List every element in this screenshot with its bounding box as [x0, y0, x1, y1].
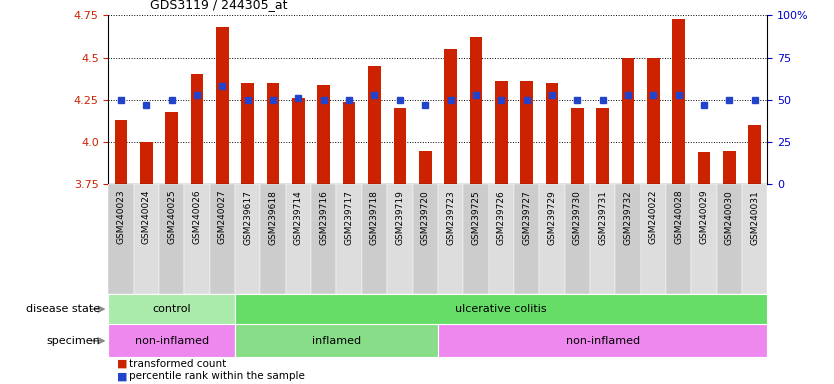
- Bar: [115, 120, 128, 184]
- Bar: [133, 184, 159, 294]
- Bar: [590, 184, 615, 294]
- Text: GSM239727: GSM239727: [522, 190, 531, 245]
- Text: GSM240023: GSM240023: [117, 190, 126, 245]
- Bar: [647, 58, 660, 184]
- Text: specimen: specimen: [47, 336, 100, 346]
- Bar: [387, 184, 413, 294]
- Bar: [545, 83, 558, 184]
- Bar: [438, 184, 463, 294]
- Text: disease state: disease state: [26, 304, 100, 314]
- Bar: [571, 108, 584, 184]
- Text: GSM239720: GSM239720: [420, 190, 430, 245]
- Text: GSM240025: GSM240025: [168, 190, 176, 245]
- Bar: [235, 294, 767, 324]
- Text: ■: ■: [117, 359, 128, 369]
- Bar: [691, 184, 716, 294]
- Bar: [368, 66, 381, 184]
- Text: GSM239726: GSM239726: [497, 190, 505, 245]
- Bar: [108, 184, 133, 294]
- Bar: [210, 184, 235, 294]
- Text: GSM239730: GSM239730: [573, 190, 582, 245]
- Text: GSM239729: GSM239729: [547, 190, 556, 245]
- Bar: [343, 101, 355, 184]
- Bar: [438, 324, 767, 357]
- Text: GSM239716: GSM239716: [319, 190, 329, 245]
- Bar: [540, 184, 565, 294]
- Text: transformed count: transformed count: [129, 359, 227, 369]
- Text: GSM239714: GSM239714: [294, 190, 303, 245]
- Bar: [394, 108, 406, 184]
- Bar: [413, 184, 438, 294]
- Text: GSM240028: GSM240028: [674, 190, 683, 245]
- Text: GSM239719: GSM239719: [395, 190, 404, 245]
- Text: GSM239731: GSM239731: [598, 190, 607, 245]
- Text: percentile rank within the sample: percentile rank within the sample: [129, 371, 305, 381]
- Bar: [489, 184, 514, 294]
- Text: GSM240022: GSM240022: [649, 190, 658, 244]
- Text: ulcerative colitis: ulcerative colitis: [455, 304, 547, 314]
- Bar: [191, 74, 203, 184]
- Bar: [672, 19, 685, 184]
- Text: inflamed: inflamed: [312, 336, 361, 346]
- Bar: [748, 125, 761, 184]
- Bar: [140, 142, 153, 184]
- Bar: [216, 27, 229, 184]
- Bar: [697, 152, 711, 184]
- Text: GSM240026: GSM240026: [193, 190, 202, 245]
- Bar: [514, 184, 540, 294]
- Bar: [235, 184, 260, 294]
- Bar: [184, 184, 210, 294]
- Text: GSM239718: GSM239718: [370, 190, 379, 245]
- Bar: [311, 184, 336, 294]
- Bar: [615, 184, 641, 294]
- Bar: [470, 37, 482, 184]
- Bar: [463, 184, 489, 294]
- Text: GSM239725: GSM239725: [471, 190, 480, 245]
- Bar: [165, 112, 178, 184]
- Bar: [108, 294, 235, 324]
- Bar: [723, 151, 736, 184]
- Bar: [242, 83, 254, 184]
- Text: GSM239717: GSM239717: [344, 190, 354, 245]
- Text: GSM240031: GSM240031: [750, 190, 759, 245]
- Bar: [742, 184, 767, 294]
- Bar: [260, 184, 286, 294]
- Text: non-inflamed: non-inflamed: [135, 336, 208, 346]
- Text: GSM240029: GSM240029: [700, 190, 708, 245]
- Bar: [621, 58, 634, 184]
- Bar: [520, 81, 533, 184]
- Bar: [318, 84, 330, 184]
- Bar: [336, 184, 362, 294]
- Text: GSM240024: GSM240024: [142, 190, 151, 244]
- Bar: [596, 108, 609, 184]
- Bar: [362, 184, 387, 294]
- Bar: [641, 184, 666, 294]
- Text: GSM240030: GSM240030: [725, 190, 734, 245]
- Text: GSM239617: GSM239617: [244, 190, 253, 245]
- Bar: [565, 184, 590, 294]
- Bar: [267, 83, 279, 184]
- Text: GDS3119 / 244305_at: GDS3119 / 244305_at: [150, 0, 288, 12]
- Bar: [235, 324, 438, 357]
- Text: control: control: [153, 304, 191, 314]
- Text: GSM240027: GSM240027: [218, 190, 227, 245]
- Bar: [445, 49, 457, 184]
- Bar: [716, 184, 742, 294]
- Bar: [419, 151, 431, 184]
- Bar: [159, 184, 184, 294]
- Text: GSM239732: GSM239732: [623, 190, 632, 245]
- Bar: [495, 81, 508, 184]
- Bar: [108, 324, 235, 357]
- Text: GSM239618: GSM239618: [269, 190, 278, 245]
- Text: ■: ■: [117, 371, 128, 381]
- Text: non-inflamed: non-inflamed: [565, 336, 640, 346]
- Bar: [666, 184, 691, 294]
- Bar: [292, 98, 304, 184]
- Text: GSM239723: GSM239723: [446, 190, 455, 245]
- Bar: [286, 184, 311, 294]
